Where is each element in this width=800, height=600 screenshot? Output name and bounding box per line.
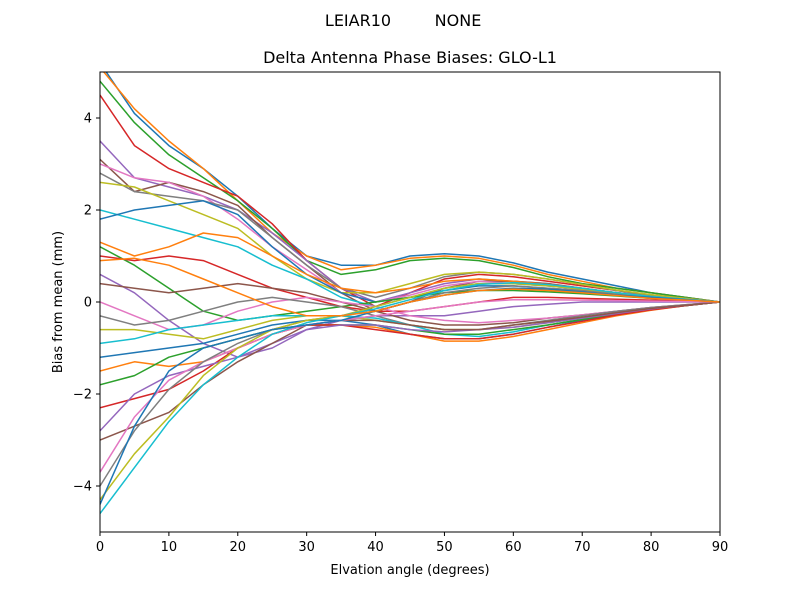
suptitle-left: LEIAR10 — [325, 11, 391, 30]
x-tick-label: 10 — [161, 540, 178, 555]
series-line-s9 — [100, 181, 720, 303]
x-tick-label: 50 — [436, 540, 453, 555]
x-tick-label: 0 — [96, 540, 104, 555]
x-tick-label: 30 — [298, 540, 315, 555]
chart-title: Delta Antenna Phase Biases: GLO-L1 — [263, 48, 557, 67]
y-tick-label: 2 — [84, 204, 92, 219]
x-axis-ticks: 0 10 20 30 40 50 60 70 80 90 — [96, 532, 728, 555]
series-line-s3 — [100, 80, 720, 303]
series-layer — [100, 72, 720, 515]
x-tick-label: 20 — [230, 540, 247, 555]
y-axis-ticks: −4 −2 0 2 4 — [73, 112, 100, 495]
y-tick-label: 0 — [84, 296, 92, 311]
y-axis-label: Bias from mean (mm) — [51, 231, 66, 373]
y-tick-label: −4 — [73, 480, 92, 495]
x-tick-label: 80 — [643, 540, 660, 555]
series-line-s24 — [100, 301, 720, 409]
suptitle-right: NONE — [435, 11, 482, 30]
series-line-s32 — [100, 257, 720, 317]
x-tick-label: 60 — [505, 540, 522, 555]
y-tick-label: 4 — [84, 112, 92, 127]
x-tick-label: 40 — [367, 540, 384, 555]
series-line-s30 — [100, 281, 720, 515]
x-tick-label: 70 — [574, 540, 591, 555]
x-axis-label: Elvation angle (degrees) — [330, 563, 489, 578]
x-tick-label: 90 — [712, 540, 729, 555]
series-line-s25 — [100, 301, 720, 432]
y-tick-label: −2 — [73, 388, 92, 403]
